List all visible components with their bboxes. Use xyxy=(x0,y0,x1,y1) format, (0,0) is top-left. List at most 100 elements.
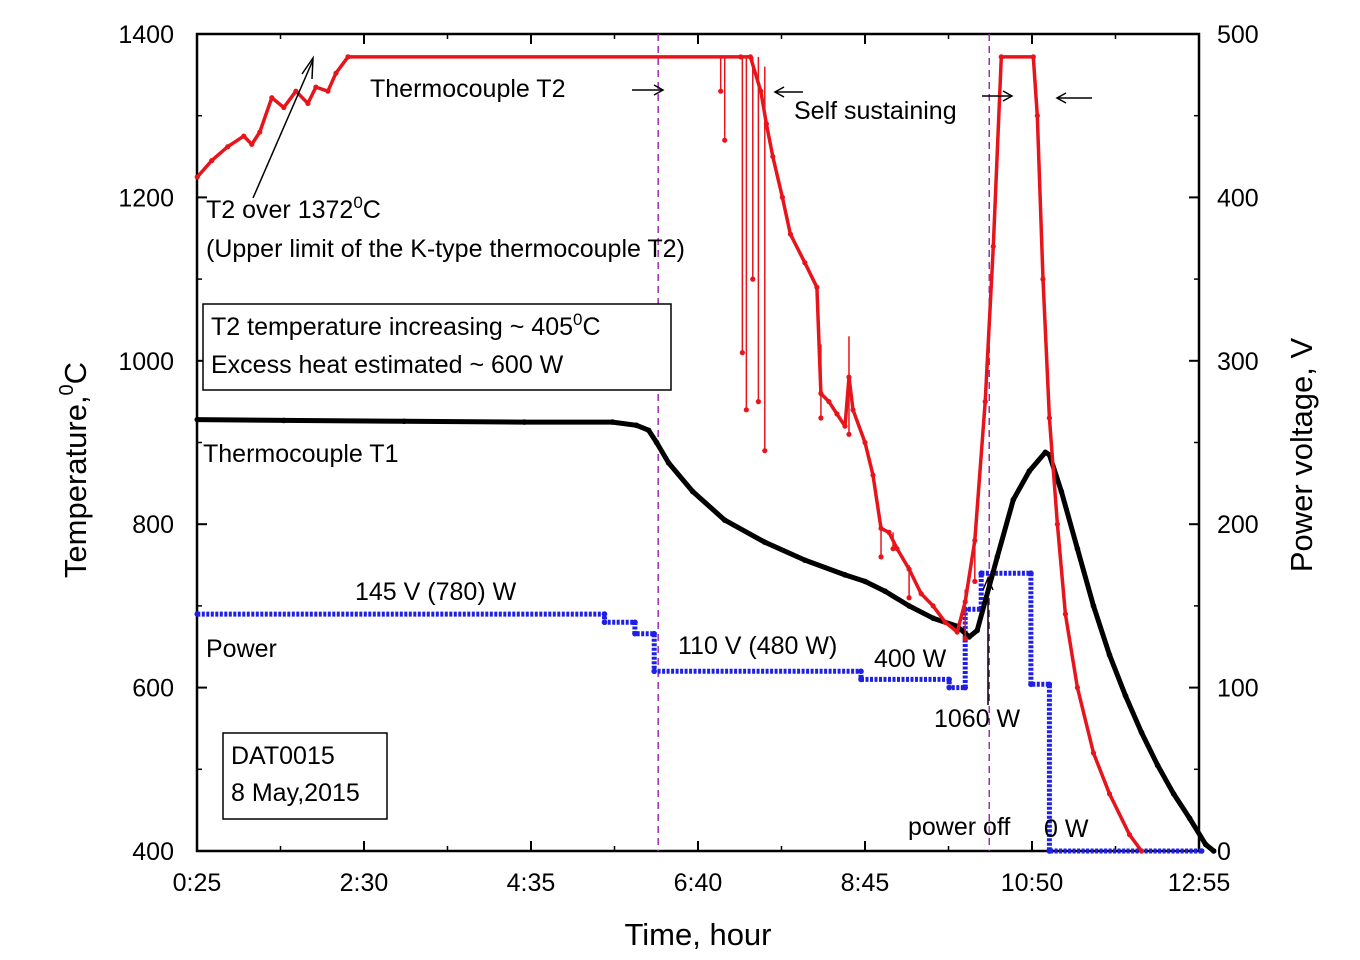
arrow-t2-over xyxy=(252,59,314,199)
y-right-tick-label: 300 xyxy=(1217,348,1259,376)
data-point xyxy=(345,54,351,60)
data-point xyxy=(722,137,728,143)
data-point xyxy=(842,423,848,429)
arrow-self-3-head xyxy=(1055,92,1067,104)
data-point xyxy=(930,615,936,621)
data-point xyxy=(1028,570,1034,577)
data-point xyxy=(846,431,852,437)
y-right-tick-label: 100 xyxy=(1217,675,1259,703)
data-point xyxy=(401,418,407,425)
info-box-line-1-text: T2 temperature increasing ~ 405 xyxy=(211,313,573,341)
data-point xyxy=(954,629,960,635)
label-upper-limit: (Upper limit of the K-type thermocouple … xyxy=(206,235,685,263)
data-point xyxy=(1138,729,1145,736)
data-point xyxy=(818,415,824,421)
data-point xyxy=(521,419,528,425)
data-point xyxy=(946,684,952,691)
data-point xyxy=(758,88,764,94)
data-point xyxy=(257,129,263,135)
data-point xyxy=(972,578,978,584)
info-box-line-1-sup: 0 xyxy=(573,310,582,329)
data-point xyxy=(842,572,848,578)
y-left-tick-label: 1000 xyxy=(118,348,174,376)
data-point xyxy=(194,174,200,180)
data-point xyxy=(325,88,331,94)
data-point xyxy=(1010,496,1017,503)
label-t2-over-text: T2 over 1372 xyxy=(206,196,353,224)
data-point xyxy=(834,411,840,417)
arrow-1060-head xyxy=(982,576,994,591)
x-axis-title: Time, hour xyxy=(624,917,771,952)
y-left-title-sup: 0 xyxy=(56,384,78,395)
data-point xyxy=(209,158,215,164)
data-point xyxy=(858,676,864,683)
data-point xyxy=(1210,848,1217,854)
data-point xyxy=(281,104,287,111)
arrow-self-1-head xyxy=(773,86,785,98)
y-left-tick-label: 800 xyxy=(132,511,174,539)
data-point xyxy=(739,350,745,356)
label-400w: 400 W xyxy=(874,645,947,673)
data-point xyxy=(718,88,724,94)
data-point xyxy=(946,676,952,683)
data-point xyxy=(994,554,1001,560)
info-box-dataset xyxy=(222,732,388,820)
x-tick-label: 10:50 xyxy=(1001,869,1064,897)
data-point xyxy=(1058,488,1065,495)
data-point xyxy=(689,488,696,495)
data-point xyxy=(802,260,808,266)
y-right-tick-label: 500 xyxy=(1217,21,1259,49)
arrow-t2-to-vline-head xyxy=(653,84,665,96)
arrow-t2-over-head xyxy=(301,55,314,80)
data-point xyxy=(755,399,761,405)
arrow-self-2-head xyxy=(1002,90,1014,102)
data-point xyxy=(787,231,794,237)
y-right-tick-label: 200 xyxy=(1217,511,1259,539)
data-point xyxy=(982,399,988,405)
data-point xyxy=(1170,791,1177,797)
data-point xyxy=(998,54,1004,60)
data-point xyxy=(293,88,299,94)
data-point xyxy=(761,539,768,545)
data-point xyxy=(653,439,660,446)
data-point xyxy=(974,627,981,634)
data-point xyxy=(966,634,973,640)
x-tick-label: 0:25 xyxy=(173,869,222,897)
data-point xyxy=(1090,603,1097,609)
label-power: Power xyxy=(206,635,277,663)
data-point xyxy=(241,133,247,139)
label-145v: 145 V (780) W xyxy=(355,578,517,606)
dataset-date: 8 May,2015 xyxy=(231,779,360,807)
data-point xyxy=(249,141,255,147)
data-point xyxy=(1054,521,1060,527)
label-0w: 0 W xyxy=(1044,815,1089,843)
axis-ticks: 0:25 2:30 4:35 6:40 8:45 10:50 12:55 400 600 800 1… xyxy=(118,21,1258,897)
data-point xyxy=(906,603,912,609)
data-point xyxy=(1030,54,1036,60)
dataset-id: DAT0015 xyxy=(231,742,335,770)
data-point xyxy=(906,595,912,601)
data-point xyxy=(281,417,287,424)
x-tick-label: 4:35 xyxy=(507,869,556,897)
series-thermocouple-t2 xyxy=(194,54,1145,854)
data-point xyxy=(1186,815,1193,822)
data-point xyxy=(747,54,753,60)
data-point xyxy=(1126,832,1133,838)
data-point xyxy=(858,668,864,675)
svg-text:Temperature,0C: Temperature,0C xyxy=(56,362,93,578)
data-point xyxy=(1122,692,1129,699)
data-point xyxy=(651,630,657,637)
data-point xyxy=(1138,848,1145,854)
data-point xyxy=(1106,791,1113,797)
x-tick-label: 12:55 xyxy=(1168,869,1231,897)
data-point xyxy=(633,422,640,429)
label-t2-over-sup: 0 xyxy=(353,193,362,212)
label-thermocouple-t1: Thermocouple T1 xyxy=(203,440,398,468)
label-power-off: power off xyxy=(908,813,1010,841)
data-point xyxy=(269,95,275,101)
x-tick-label: 8:45 xyxy=(841,869,890,897)
data-point xyxy=(225,144,231,150)
y-left-tick-label: 600 xyxy=(132,675,174,703)
data-point xyxy=(978,570,985,577)
data-point xyxy=(870,472,876,478)
